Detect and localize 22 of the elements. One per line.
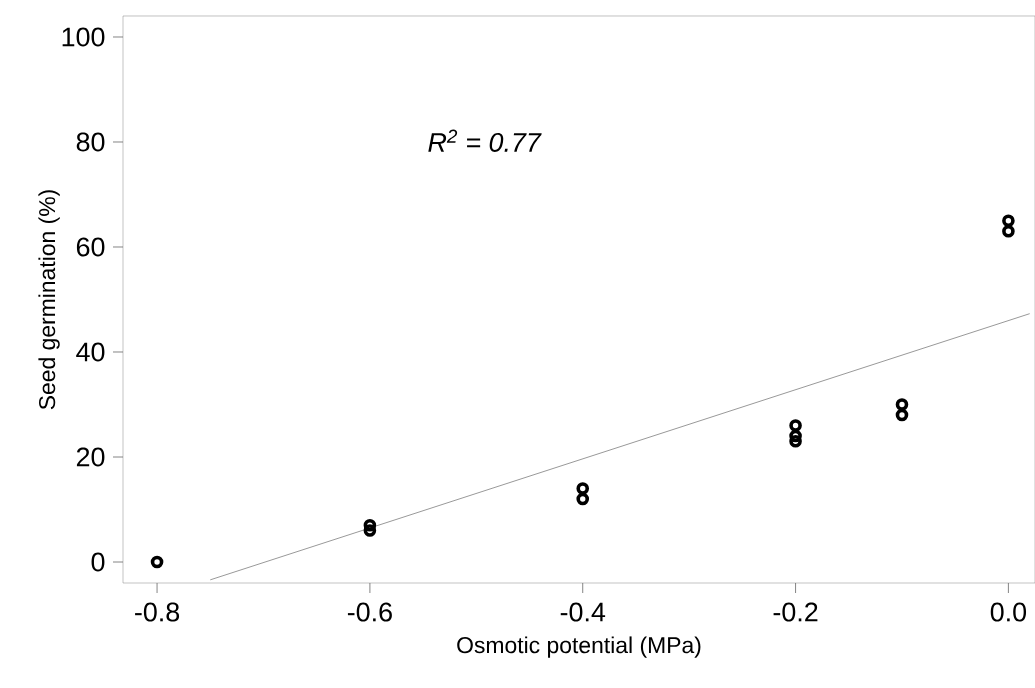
y-tick-label: 20 — [76, 447, 105, 467]
x-tick-label: 0.0 — [990, 602, 1027, 622]
x-axis-title: Osmotic potential (MPa) — [457, 636, 701, 658]
point — [1002, 224, 1015, 238]
point — [1002, 214, 1015, 228]
point — [150, 555, 164, 569]
x-tick-label: -0.4 — [560, 602, 606, 622]
x-tick-label: -0.6 — [347, 602, 392, 622]
y-tick-label: 100 — [62, 27, 105, 47]
y-tick-label: 80 — [76, 132, 105, 152]
point — [576, 492, 590, 506]
point — [895, 408, 909, 422]
y-tick-label: 60 — [76, 237, 105, 257]
x-tick-label: -0.2 — [773, 602, 818, 622]
y-axis-title: Seed germination (%) — [38, 190, 60, 410]
x-tick-label: -0.8 — [135, 602, 180, 622]
y-tick-label: 0 — [91, 552, 105, 572]
point — [576, 482, 590, 495]
point — [895, 398, 909, 411]
annotation: R$^{2}$ = 0.77 — [428, 129, 542, 152]
y-tick-label: 40 — [76, 342, 105, 362]
point — [789, 419, 802, 432]
